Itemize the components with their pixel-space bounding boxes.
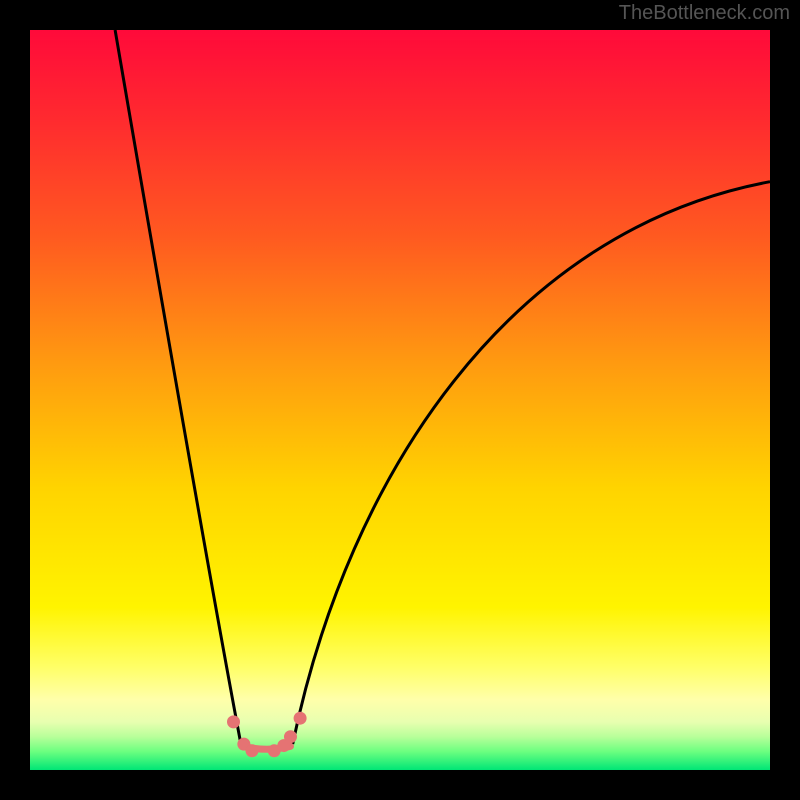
watermark-text: TheBottleneck.com — [619, 2, 790, 25]
curve-marker — [227, 715, 240, 728]
plot-background — [30, 30, 770, 770]
curve-marker — [294, 712, 307, 725]
curve-marker — [284, 730, 297, 743]
bottleneck-curve-chart — [0, 0, 800, 800]
curve-marker — [246, 744, 259, 757]
chart-wrapper: TheBottleneck.com — [0, 0, 800, 800]
